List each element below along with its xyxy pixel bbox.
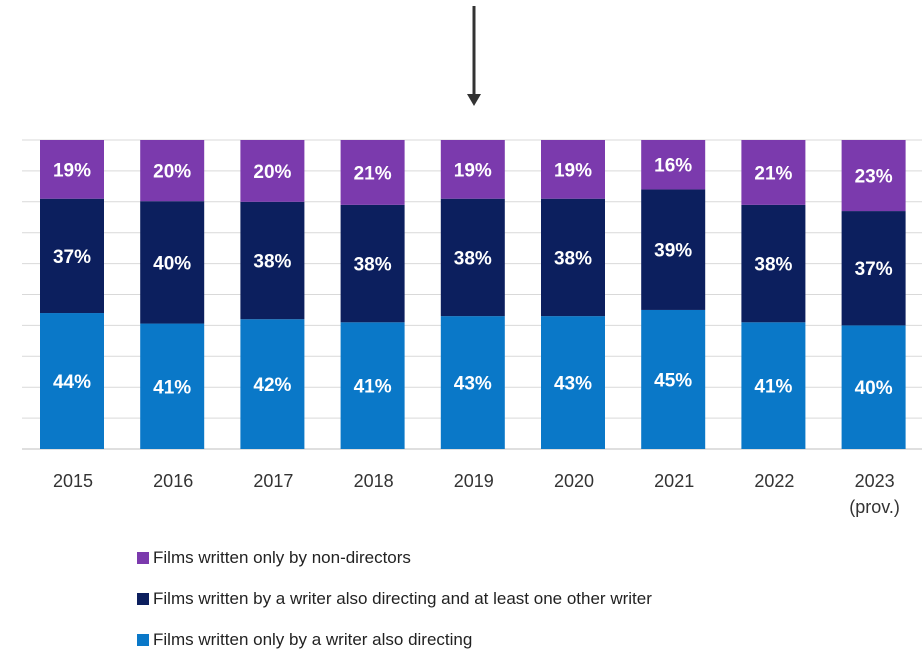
bar-segment — [240, 319, 305, 449]
bar-segment — [440, 316, 505, 449]
legend-label: Films written only by non-directors — [153, 548, 411, 567]
legend: Films written only by non-directors Films… — [137, 548, 652, 671]
data-label: 19% — [554, 160, 592, 181]
data-label: 21% — [354, 163, 392, 184]
data-label: 37% — [855, 259, 893, 280]
bar-segment — [340, 204, 405, 323]
data-labels: 44% 37% 19% 41% 40% 20% 42% 38% 20% 41% 38% 21% 43% 3… — [53, 156, 893, 399]
x-tick-label: 2019 — [454, 471, 494, 491]
data-label: 43% — [554, 374, 592, 395]
legend-label: Films written only by a writer also dire… — [153, 630, 473, 649]
x-tick-label: (prov.) — [849, 497, 900, 517]
bar-segment — [440, 140, 505, 199]
data-label: 21% — [754, 163, 792, 184]
x-tick-label: 2015 — [53, 471, 93, 491]
bar-segment — [40, 140, 104, 199]
bar-segment — [541, 140, 605, 199]
legend-swatch — [137, 593, 149, 605]
bar-segment — [641, 309, 706, 449]
legend-swatch — [137, 634, 149, 646]
x-tick-label: 2017 — [253, 471, 293, 491]
bar-segment — [841, 140, 906, 212]
bar-segment — [240, 140, 305, 202]
bar-segment — [340, 140, 405, 205]
data-label: 19% — [53, 160, 91, 181]
bar-segment — [340, 322, 405, 449]
data-label: 20% — [153, 162, 191, 183]
data-label: 16% — [654, 156, 692, 177]
bar-segment — [140, 201, 205, 324]
data-label: 38% — [354, 255, 392, 276]
bars — [40, 140, 906, 449]
data-label: 40% — [153, 253, 191, 274]
bar-segment — [140, 140, 205, 202]
bar-segment — [541, 316, 605, 449]
x-axis-tick-labels: 2015 2016 2017 2018 2019 2020 2021 2022 2023 (pro… — [53, 471, 900, 517]
data-label: 38% — [454, 248, 492, 269]
bar-segment — [40, 198, 104, 314]
bar-segment — [841, 325, 906, 449]
x-tick-label: 2022 — [754, 471, 794, 491]
bar-segment — [140, 323, 205, 449]
data-label: 40% — [855, 378, 893, 399]
data-label: 44% — [53, 372, 91, 393]
data-label: 39% — [654, 241, 692, 262]
data-label: 37% — [53, 247, 91, 268]
data-label: 41% — [153, 377, 191, 398]
bar-segment — [240, 201, 305, 320]
bar-segment — [741, 204, 806, 323]
data-label: 41% — [354, 377, 392, 398]
down-arrow-icon — [467, 6, 481, 106]
data-label: 38% — [554, 248, 592, 269]
x-tick-label: 2016 — [153, 471, 193, 491]
x-tick-label: 2018 — [354, 471, 394, 491]
bar-segment — [541, 198, 605, 317]
data-label: 20% — [253, 162, 291, 183]
data-label: 38% — [754, 255, 792, 276]
bar-segment — [40, 313, 104, 449]
legend-item: Films written only by non-directors — [137, 548, 652, 568]
legend-swatch — [137, 552, 149, 564]
x-tick-label: 2023 — [855, 471, 895, 491]
bar-segment — [741, 322, 806, 449]
data-label: 42% — [253, 375, 291, 396]
x-tick-label: 2020 — [554, 471, 594, 491]
legend-label: Films written by a writer also directing… — [153, 589, 652, 608]
bar-segment — [841, 211, 906, 326]
data-label: 19% — [454, 160, 492, 181]
data-label: 41% — [754, 377, 792, 398]
bar-segment — [741, 140, 806, 205]
x-tick-label: 2021 — [654, 471, 694, 491]
legend-item: Films written by a writer also directing… — [137, 589, 652, 609]
data-label: 45% — [654, 370, 692, 391]
data-label: 23% — [855, 167, 893, 188]
data-label: 43% — [454, 374, 492, 395]
legend-item: Films written only by a writer also dire… — [137, 630, 652, 650]
bar-segment — [641, 189, 706, 310]
data-label: 38% — [253, 252, 291, 273]
bar-segment — [641, 140, 706, 190]
bar-segment — [440, 198, 505, 317]
